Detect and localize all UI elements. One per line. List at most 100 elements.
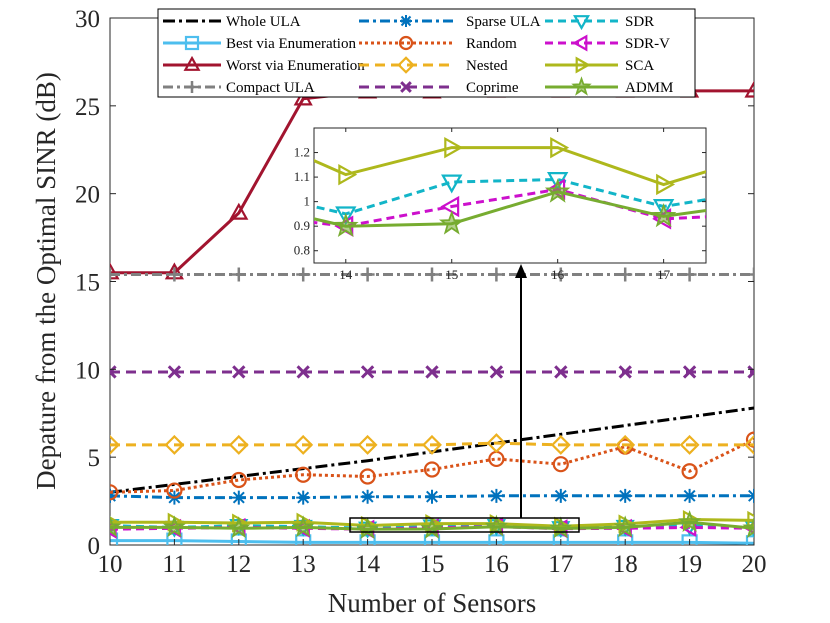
data-point-sparse-ula: [553, 488, 568, 503]
data-point-compact-ula: [167, 267, 182, 282]
data-point-sparse-ula: [296, 490, 311, 505]
data-point-coprime: [554, 365, 568, 379]
inset-point-admm: [650, 202, 677, 228]
x-tick-label: 12: [226, 551, 251, 578]
data-point-coprime: [360, 365, 375, 379]
data-point-compact-ula: [489, 267, 504, 282]
legend-marker-compact-ula: [186, 81, 198, 93]
inset-point-sca: [656, 173, 676, 196]
data-point-compact-ula: [618, 267, 633, 282]
data-point-coprime: [167, 365, 182, 379]
data-point-coprime: [747, 365, 754, 379]
y-axis-label: Depature from the Optimal SINR (dB): [31, 72, 61, 490]
data-point-random: [681, 463, 698, 480]
inset-point-admm: [759, 191, 780, 211]
x-tick-label: 14: [355, 551, 381, 578]
data-point-admm: [742, 516, 754, 539]
legend-entry-sdr-v: SDR-V: [545, 34, 670, 52]
legend-label-nested: Nested: [466, 58, 508, 74]
legend-label-sdr: SDR: [625, 14, 654, 30]
data-point-worst-via-enumeration: [744, 80, 754, 98]
data-point-admm: [110, 515, 122, 538]
data-point-compact-ula: [747, 267, 754, 282]
x-tick-label: 15: [420, 551, 445, 578]
inset-x-tick-label: 15: [445, 267, 458, 282]
legend-marker-sdr-v: [572, 34, 588, 52]
zoom-arrow-head: [515, 264, 527, 278]
legend-marker-coprime: [400, 81, 412, 93]
inset-point-sdr: [652, 199, 675, 218]
inset-point-sca: [444, 136, 464, 159]
data-point-sparse-ula: [682, 488, 697, 503]
data-point-admm: [227, 516, 251, 539]
x-tick-label: 20: [742, 551, 767, 578]
y-tick-label: 10: [75, 357, 100, 384]
legend-label-sdr-v: SDR-V: [625, 36, 670, 52]
legend-label-sca: SCA: [625, 58, 654, 74]
legend-label-random: Random: [466, 36, 517, 52]
main-axes-layer: 10 11 12 13 14 15 16 17 18 19 20 0 5 10 15 20 25 30: [75, 6, 767, 578]
data-point-sparse-ula: [425, 489, 439, 504]
legend-label-admm: ADMM: [625, 80, 673, 96]
series-compact-ula: [110, 267, 754, 282]
x-tick-label: 19: [677, 551, 702, 578]
data-point-admm: [356, 517, 380, 539]
inset-point-sdr: [335, 206, 357, 226]
legend-entry-random: Random: [359, 35, 517, 52]
legend-marker-best-via-enumeration: [184, 35, 200, 51]
legend-marker-admm: [571, 76, 592, 96]
series-nested: [110, 433, 754, 455]
data-point-compact-ula: [296, 267, 311, 282]
x-tick-label: 11: [162, 551, 186, 578]
inset-y-tick-label: 1.1: [294, 169, 310, 184]
legend-marker-sdr: [573, 15, 590, 31]
inset-point-sdr: [761, 183, 779, 199]
x-tick-label: 17: [548, 551, 573, 578]
legend-label-coprime: Coprime: [466, 80, 519, 96]
legend-entry-admm: ADMM: [545, 76, 673, 96]
x-tick-label: 18: [613, 551, 638, 578]
inset-series-layer: [314, 136, 780, 238]
inset-series-sca: [314, 136, 706, 196]
plot-area: [109, 17, 755, 546]
inset-point-sdr-v: [440, 195, 460, 218]
inset-series-admm: [314, 178, 780, 238]
legend-label-whole-ula: Whole ULA: [226, 14, 301, 30]
legend-marker-sca: [575, 56, 591, 74]
data-point-random: [230, 471, 247, 489]
inset-point-sdr-v: [760, 205, 776, 223]
x-tick-label: 16: [484, 551, 509, 578]
data-point-best-via-enumeration: [745, 535, 754, 545]
y-tick-label: 30: [75, 6, 100, 33]
data-point-compact-ula: [110, 267, 117, 282]
legend-entry-worst-via-enumeration: Worst via Enumeration: [163, 55, 365, 74]
y-tick-label: 15: [75, 270, 100, 297]
inset-point-admm: [438, 210, 465, 235]
data-point-admm: [613, 515, 637, 538]
data-point-sparse-ula: [231, 490, 246, 505]
data-point-sparse-ula: [618, 488, 633, 503]
data-point-compact-ula: [682, 267, 697, 282]
inset-area: [313, 127, 707, 264]
data-point-sparse-ula: [360, 489, 375, 504]
data-point-coprime: [682, 365, 697, 379]
data-point-sparse-ula: [747, 488, 754, 503]
data-point-nested: [110, 434, 120, 455]
legend-entry-sca: SCA: [545, 56, 654, 74]
inset-point-admm: [544, 178, 571, 203]
data-point-nested: [293, 434, 314, 455]
data-point-nested: [228, 434, 249, 455]
data-point-admm: [484, 514, 508, 537]
data-point-compact-ula: [553, 267, 568, 282]
legend: Whole ULA Best via Enumeration Worst via E…: [163, 14, 673, 96]
data-point-compact-ula: [360, 267, 375, 282]
series-line-nested: [110, 441, 754, 447]
legend-label-best-via-enumeration: Best via Enumeration: [226, 36, 356, 52]
data-point-nested: [550, 434, 571, 455]
data-point-coprime: [618, 365, 632, 379]
data-point-nested: [164, 434, 185, 455]
legend-label-compact-ula: Compact ULA: [226, 80, 315, 96]
legend-entry-nested: Nested: [359, 56, 508, 74]
inset-y-tick-label: 0.8: [294, 243, 310, 258]
data-point-nested: [679, 434, 700, 455]
